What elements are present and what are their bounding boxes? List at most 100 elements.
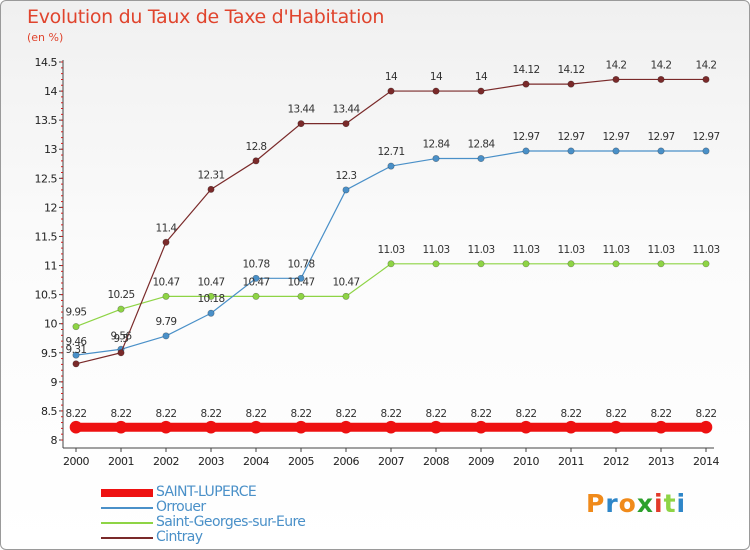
data-label: 11.03 xyxy=(692,244,719,256)
legend-swatch xyxy=(101,507,153,509)
data-label: 14.2 xyxy=(651,59,672,71)
x-tick-label: 2000 xyxy=(63,455,89,468)
x-tick-label: 2014 xyxy=(693,455,719,468)
data-label: 8.22 xyxy=(336,408,357,420)
x-tick-label: 2012 xyxy=(603,455,629,468)
data-point xyxy=(612,260,620,268)
data-label: 8.22 xyxy=(156,408,177,420)
data-point xyxy=(609,420,623,434)
data-label: 13.44 xyxy=(332,104,360,116)
data-point xyxy=(387,162,395,170)
data-point xyxy=(612,147,620,155)
data-label: 11.03 xyxy=(557,244,584,256)
data-label: 12.31 xyxy=(197,169,224,181)
data-label: 12.97 xyxy=(692,131,719,143)
legend-label: Orrouer xyxy=(156,499,206,515)
y-tick-label: 14 xyxy=(44,85,57,98)
data-point xyxy=(699,420,713,434)
legend-swatch xyxy=(101,522,153,524)
data-point xyxy=(612,75,620,83)
data-label: 9.46 xyxy=(66,336,88,348)
data-point xyxy=(432,87,440,95)
x-tick-label: 2013 xyxy=(648,455,674,468)
data-label: 10.47 xyxy=(332,276,359,288)
data-point xyxy=(384,420,398,434)
data-label: 10.47 xyxy=(152,276,179,288)
data-point xyxy=(567,147,575,155)
data-label: 11.03 xyxy=(602,244,629,256)
x-tick-label: 2002 xyxy=(153,455,179,468)
data-label: 10.78 xyxy=(287,258,314,270)
data-label: 12.71 xyxy=(377,146,404,158)
data-point xyxy=(207,185,215,193)
data-point xyxy=(432,260,440,268)
data-label: 12.84 xyxy=(467,139,495,151)
y-tick-label: 13.5 xyxy=(35,114,58,127)
x-tick-label: 2011 xyxy=(558,455,584,468)
y-tick-label: 9.5 xyxy=(41,347,57,360)
x-tick-label: 2010 xyxy=(513,455,539,468)
data-point xyxy=(522,260,530,268)
logo-letter: t xyxy=(663,489,677,518)
data-point xyxy=(252,274,260,282)
data-label: 12.8 xyxy=(246,141,267,153)
data-point xyxy=(387,260,395,268)
data-point xyxy=(522,80,530,88)
data-label: 8.22 xyxy=(696,408,717,420)
data-label: 14.2 xyxy=(606,59,627,71)
data-label: 10.78 xyxy=(242,258,269,270)
data-point xyxy=(249,420,263,434)
data-label: 14.2 xyxy=(696,59,717,71)
legend-swatch xyxy=(101,489,153,497)
data-label: 9.5 xyxy=(114,333,129,345)
data-label: 13.44 xyxy=(287,104,315,116)
logo-letter: P xyxy=(586,489,606,518)
data-point xyxy=(72,323,80,331)
data-label: 14 xyxy=(385,71,398,83)
data-point xyxy=(162,332,170,340)
data-label: 8.22 xyxy=(516,408,537,420)
data-label: 8.22 xyxy=(291,408,312,420)
data-label: 9.95 xyxy=(66,307,87,319)
data-point xyxy=(252,292,260,300)
data-label: 12.97 xyxy=(602,131,629,143)
y-tick-label: 10.5 xyxy=(35,289,58,302)
y-tick-label: 8.5 xyxy=(41,405,57,418)
y-tick-label: 11 xyxy=(44,260,57,273)
data-point xyxy=(519,420,533,434)
x-tick-label: 2006 xyxy=(333,455,359,468)
data-point xyxy=(474,420,488,434)
x-tick-label: 2007 xyxy=(378,455,404,468)
data-label: 10.25 xyxy=(107,289,134,301)
data-label: 11.03 xyxy=(422,244,449,256)
data-point xyxy=(477,155,485,163)
data-point xyxy=(342,120,350,128)
data-label: 11.03 xyxy=(467,244,494,256)
data-label: 11.4 xyxy=(156,222,178,234)
data-point xyxy=(702,75,710,83)
logo-letter: o xyxy=(618,489,637,518)
y-tick-label: 12.5 xyxy=(35,172,58,185)
y-tick-label: 13 xyxy=(44,143,57,156)
data-label: 8.22 xyxy=(426,408,447,420)
data-label: 10.47 xyxy=(242,276,269,288)
data-point xyxy=(114,420,128,434)
legend-swatch xyxy=(101,537,153,539)
data-label: 12.84 xyxy=(422,139,450,151)
data-label: 8.22 xyxy=(111,408,132,420)
data-point xyxy=(429,420,443,434)
data-label: 9.56 xyxy=(111,330,133,342)
line-chart: 8 8.5 9 9.5 10 10.5 11 11.5 12 12.5 13 13.5 14 14.5 20… xyxy=(35,56,721,468)
data-point xyxy=(159,420,173,434)
data-label: 11.03 xyxy=(377,244,404,256)
data-point xyxy=(657,147,665,155)
x-tick-label: 2001 xyxy=(108,455,134,468)
data-label: 14.12 xyxy=(512,64,539,76)
data-label: 10.47 xyxy=(287,276,314,288)
data-label: 12.3 xyxy=(336,170,357,182)
data-label: 8.22 xyxy=(471,408,492,420)
data-point xyxy=(162,292,170,300)
logo-letter: r xyxy=(605,489,619,518)
data-point xyxy=(339,420,353,434)
unit-label: (en %) xyxy=(27,31,64,44)
